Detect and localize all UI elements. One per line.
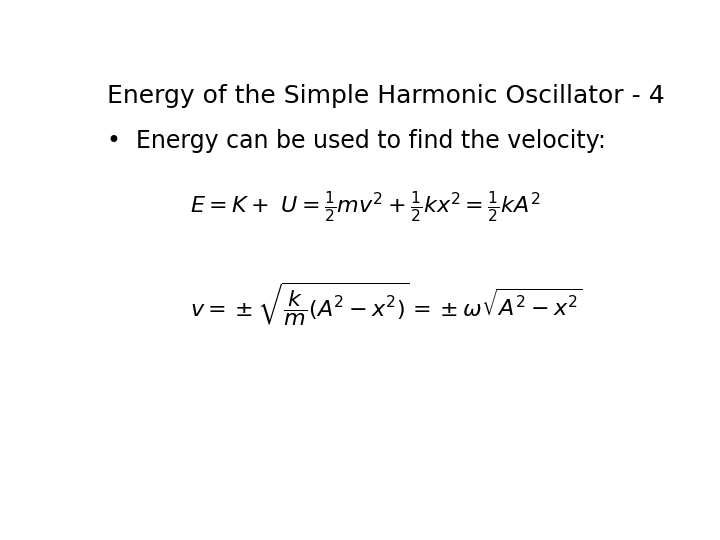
Text: Energy of the Simple Harmonic Oscillator - 4: Energy of the Simple Harmonic Oscillator… (107, 84, 665, 107)
Text: •  Energy can be used to find the velocity:: • Energy can be used to find the velocit… (107, 129, 606, 153)
Text: $v = \pm\sqrt{\dfrac{k}{m}(A^2 - x^2)} = \pm\omega\sqrt{A^2 - x^2}$: $v = \pm\sqrt{\dfrac{k}{m}(A^2 - x^2)} =… (190, 281, 583, 328)
Text: $E = K + \ U = \frac{1}{2}mv^2 + \frac{1}{2}kx^2 = \frac{1}{2}kA^2$: $E = K + \ U = \frac{1}{2}mv^2 + \frac{1… (190, 190, 541, 225)
